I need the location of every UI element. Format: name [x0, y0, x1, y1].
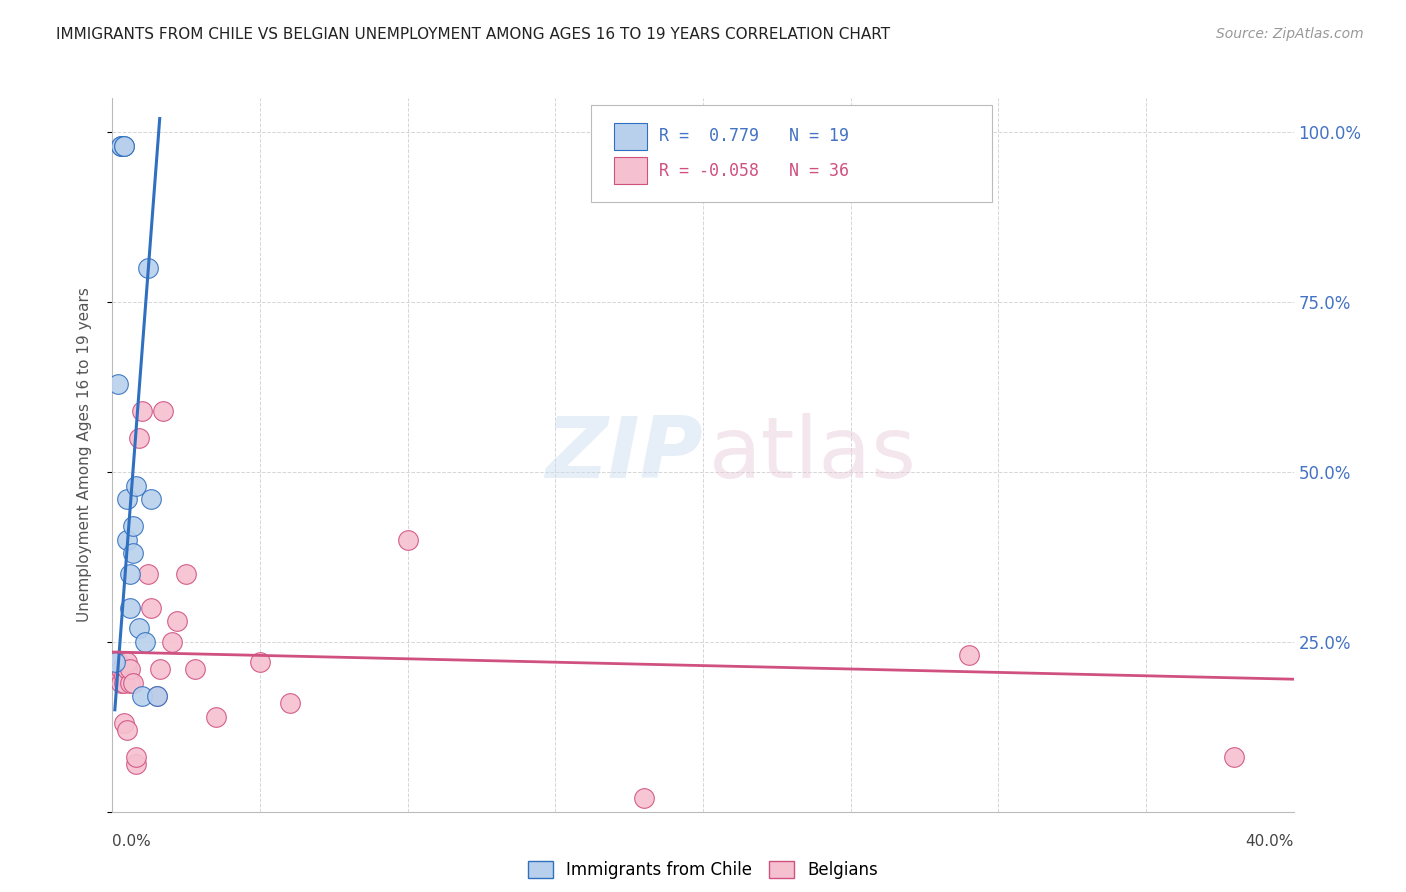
Point [112, 669, 135, 683]
Point [112, 138, 135, 153]
Point [120, 662, 142, 676]
Point [205, 709, 228, 723]
Text: IMMIGRANTS FROM CHILE VS BELGIAN UNEMPLOYMENT AMONG AGES 16 TO 19 YEARS CORRELAT: IMMIGRANTS FROM CHILE VS BELGIAN UNEMPLO… [56, 27, 890, 42]
Legend: Immigrants from Chile, Belgians: Immigrants from Chile, Belgians [522, 854, 884, 886]
Point [131, 689, 153, 703]
Point [125, 757, 148, 772]
Point [117, 655, 138, 669]
Text: 40.0%: 40.0% [1246, 834, 1294, 849]
Point [122, 675, 145, 690]
Point [139, 492, 162, 507]
Point [131, 403, 153, 417]
Point [249, 655, 271, 669]
Point [128, 621, 150, 635]
Point [122, 519, 145, 533]
FancyBboxPatch shape [614, 157, 648, 184]
Point [117, 662, 138, 676]
Point [146, 689, 169, 703]
Point [139, 600, 162, 615]
Point [125, 750, 148, 764]
Point [134, 635, 156, 649]
Point [120, 675, 142, 690]
Point [160, 635, 183, 649]
Point [104, 655, 127, 669]
Text: ZIP: ZIP [546, 413, 703, 497]
Point [112, 675, 135, 690]
Point [136, 260, 159, 275]
Point [957, 648, 980, 663]
Point [125, 478, 148, 492]
Text: atlas: atlas [709, 413, 917, 497]
Point [104, 662, 127, 676]
Point [166, 615, 188, 629]
Point [120, 566, 142, 581]
Point [633, 791, 655, 805]
Point [110, 669, 132, 683]
Text: 0.0%: 0.0% [112, 834, 152, 849]
FancyBboxPatch shape [614, 123, 648, 150]
Point [152, 403, 174, 417]
Point [110, 675, 132, 690]
Point [149, 662, 172, 676]
Point [117, 492, 138, 507]
Point [122, 546, 145, 560]
Text: R =  0.779   N = 19: R = 0.779 N = 19 [659, 127, 849, 145]
Point [104, 655, 127, 669]
Point [1223, 750, 1246, 764]
Point [110, 138, 132, 153]
Point [146, 689, 169, 703]
Point [110, 662, 132, 676]
Point [136, 566, 159, 581]
Text: Source: ZipAtlas.com: Source: ZipAtlas.com [1216, 27, 1364, 41]
Y-axis label: Unemployment Among Ages 16 to 19 years: Unemployment Among Ages 16 to 19 years [77, 287, 91, 623]
Point [117, 533, 138, 547]
Point [128, 431, 150, 445]
Point [120, 600, 142, 615]
Point [107, 655, 129, 669]
Point [174, 566, 197, 581]
Point [112, 716, 135, 731]
Point [110, 138, 132, 153]
Point [117, 723, 138, 738]
Text: R = -0.058   N = 36: R = -0.058 N = 36 [659, 162, 849, 180]
Point [184, 662, 207, 676]
Point [278, 696, 301, 710]
FancyBboxPatch shape [591, 105, 993, 202]
Point [107, 662, 129, 676]
Point [396, 533, 419, 547]
Point [107, 376, 129, 391]
Point [112, 138, 135, 153]
